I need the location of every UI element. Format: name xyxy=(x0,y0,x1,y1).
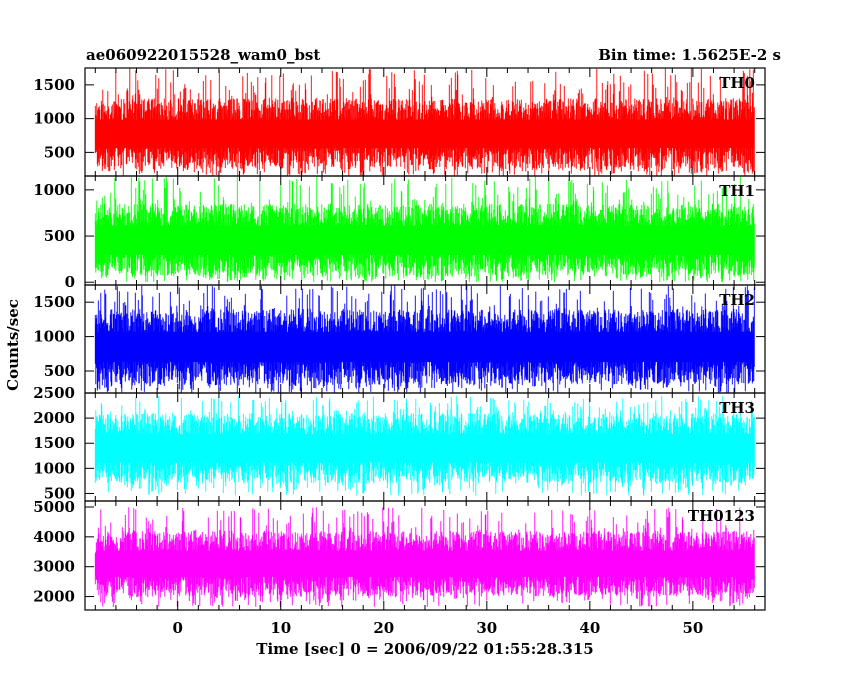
x-tick-label: 20 xyxy=(373,619,394,637)
x-tick-label: 40 xyxy=(579,619,600,637)
y-tick-label: 500 xyxy=(44,143,75,161)
y-axis-label: Counts/sec xyxy=(4,299,22,391)
y-tick-label: 5000 xyxy=(33,498,75,516)
panel-th2: 500 1000 1500 TH2 xyxy=(33,284,766,394)
series-band-th3 xyxy=(96,434,754,463)
panel-th3: 500 1000 1500 2000 2500 TH3 xyxy=(33,384,766,502)
y-tick-label: 2500 xyxy=(33,384,75,402)
y-tick-label: 1500 xyxy=(33,76,75,94)
x-tick-label: 0 xyxy=(173,619,183,637)
y-tick-label: 500 xyxy=(44,227,75,245)
panel-label: TH0123 xyxy=(688,507,755,525)
y-tick-label: 1000 xyxy=(33,181,75,199)
bin-time-label: Bin time: 1.5625E-2 s xyxy=(598,46,781,64)
panel-label: TH1 xyxy=(719,182,755,200)
y-tick-label: 0 xyxy=(65,273,75,291)
series-band-th0 xyxy=(96,119,754,148)
series-band-th2 xyxy=(96,331,754,363)
series-band-th1 xyxy=(96,225,754,255)
y-tick-label: 1000 xyxy=(33,459,75,477)
x-axis-label: Time [sec] 0 = 2006/09/22 01:55:28.315 xyxy=(256,640,593,658)
x-tick-label: 10 xyxy=(270,619,291,637)
y-tick-label: 4000 xyxy=(33,528,75,546)
y-tick-label: 1500 xyxy=(33,293,75,311)
y-tick-label: 2000 xyxy=(33,588,75,606)
series-band-th0123 xyxy=(96,550,754,577)
panel-label: TH0 xyxy=(719,74,755,92)
panel-th0123: 2000 3000 4000 5000 TH0123 xyxy=(33,498,766,611)
y-tick-label: 1000 xyxy=(33,328,75,346)
y-tick-label: 2000 xyxy=(33,409,75,427)
y-tick-label: 1500 xyxy=(33,434,75,452)
x-tick-label: 30 xyxy=(476,619,497,637)
panel-label: TH2 xyxy=(719,291,755,309)
x-tick-label: 50 xyxy=(682,619,703,637)
y-tick-label: 500 xyxy=(44,362,75,380)
panel-th1: 0 500 1000 TH1 xyxy=(33,175,766,291)
panel-label: TH3 xyxy=(719,399,755,417)
panel-th0: 500 1000 1500 TH0 xyxy=(33,67,766,177)
chart-title: ae060922015528_wam0_bst xyxy=(86,46,320,64)
y-tick-label: 1000 xyxy=(33,110,75,128)
y-tick-label: 3000 xyxy=(33,558,75,576)
y-tick-label: 500 xyxy=(44,484,75,502)
